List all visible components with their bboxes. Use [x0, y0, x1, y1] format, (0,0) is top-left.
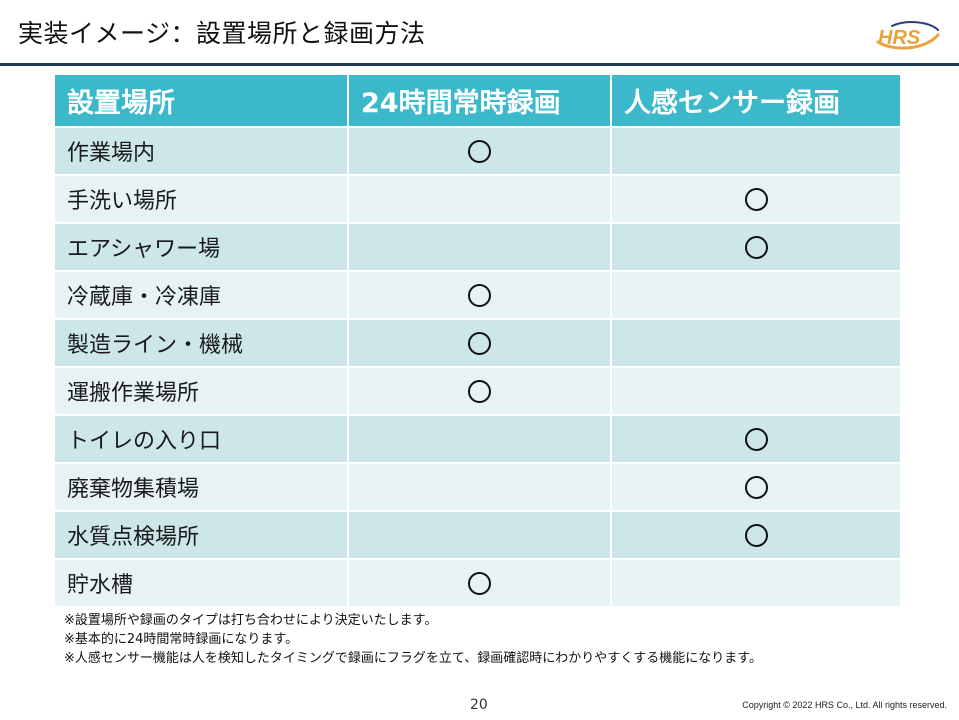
always-recording-cell — [348, 511, 612, 560]
table-row: 廃棄物集積場 — [55, 463, 902, 512]
sensor-recording-cell — [611, 559, 902, 608]
table-row: トイレの入り口 — [55, 415, 902, 464]
always-recording-cell — [348, 463, 612, 512]
circle-mark-icon — [744, 236, 768, 259]
header-always-recording: 24時間常時録画 — [348, 75, 612, 128]
always-recording-cell — [348, 223, 612, 272]
sensor-recording-cell — [611, 271, 902, 320]
table-row: エアシャワー場 — [55, 223, 902, 272]
location-cell: トイレの入り口 — [55, 415, 349, 464]
circle-mark-icon — [468, 332, 491, 355]
always-recording-cell — [348, 559, 612, 608]
header-sensor-recording: 人感センサー録画 — [611, 75, 902, 128]
circle-mark-icon — [468, 572, 491, 595]
sensor-recording-cell — [611, 127, 902, 176]
table-row: 冷蔵庫・冷凍庫 — [55, 271, 902, 320]
location-cell: 貯水槽 — [55, 559, 349, 608]
table-row: 水質点検場所 — [55, 511, 902, 560]
logo-text: HRS — [878, 27, 921, 49]
location-cell: 運搬作業場所 — [55, 367, 349, 416]
hrs-logo: HRS — [876, 21, 940, 50]
sensor-recording-cell — [611, 175, 902, 224]
location-cell: エアシャワー場 — [55, 223, 349, 272]
table-header-row: 設置場所 24時間常時録画 人感センサー録画 — [55, 75, 902, 128]
always-recording-cell — [348, 415, 612, 464]
slide-title: 実装イメージ：設置場所と録画方法 — [18, 19, 426, 48]
sensor-recording-cell — [611, 367, 902, 416]
circle-mark-icon — [468, 380, 491, 403]
location-cell: 手洗い場所 — [55, 175, 349, 224]
circle-mark-icon — [744, 428, 768, 451]
page-number: 20 — [470, 697, 488, 713]
title-underline — [0, 63, 959, 66]
always-recording-cell — [348, 319, 612, 368]
sensor-recording-cell — [611, 511, 902, 560]
circle-mark-icon — [744, 188, 768, 211]
copyright: Copyright © 2022 HRS Co., Ltd. All right… — [742, 700, 947, 710]
table-row: 貯水槽 — [55, 559, 902, 608]
location-cell: 作業場内 — [55, 127, 349, 176]
location-cell: 冷蔵庫・冷凍庫 — [55, 271, 349, 320]
sensor-recording-cell — [611, 223, 902, 272]
table-row: 運搬作業場所 — [55, 367, 902, 416]
circle-mark-icon — [468, 284, 491, 307]
always-recording-cell — [348, 271, 612, 320]
header-location: 設置場所 — [55, 75, 349, 128]
note-line: ※基本的に24時間常時録画になります。 — [64, 632, 299, 647]
note-line: ※設置場所や録画のタイプは打ち合わせにより決定いたします。 — [64, 613, 438, 628]
sensor-recording-cell — [611, 463, 902, 512]
always-recording-cell — [348, 367, 612, 416]
note-line: ※人感センサー機能は人を検知したタイミングで録画にフラグを立て、録画確認時にわか… — [64, 651, 762, 666]
circle-mark-icon — [468, 140, 491, 163]
always-recording-cell — [348, 127, 612, 176]
notes: ※設置場所や録画のタイプは打ち合わせにより決定いたします。 ※基本的に24時間常… — [64, 611, 762, 668]
location-cell: 水質点検場所 — [55, 511, 349, 560]
circle-mark-icon — [744, 524, 768, 547]
installation-table: 設置場所 24時間常時録画 人感センサー録画 作業場内 手洗い場所 エアシャワー場冷… — [55, 75, 902, 608]
table-row: 製造ライン・機械 — [55, 319, 902, 368]
table-row: 手洗い場所 — [55, 175, 902, 224]
always-recording-cell — [348, 175, 612, 224]
table-body: 作業場内 手洗い場所 エアシャワー場 冷蔵庫・冷凍庫 製造ライン・機械 運搬作業場所 トイレ… — [55, 127, 902, 608]
location-cell: 廃棄物集積場 — [55, 463, 349, 512]
sensor-recording-cell — [611, 415, 902, 464]
sensor-recording-cell — [611, 319, 902, 368]
circle-mark-icon — [744, 476, 768, 499]
table-row: 作業場内 — [55, 127, 902, 176]
location-cell: 製造ライン・機械 — [55, 319, 349, 368]
